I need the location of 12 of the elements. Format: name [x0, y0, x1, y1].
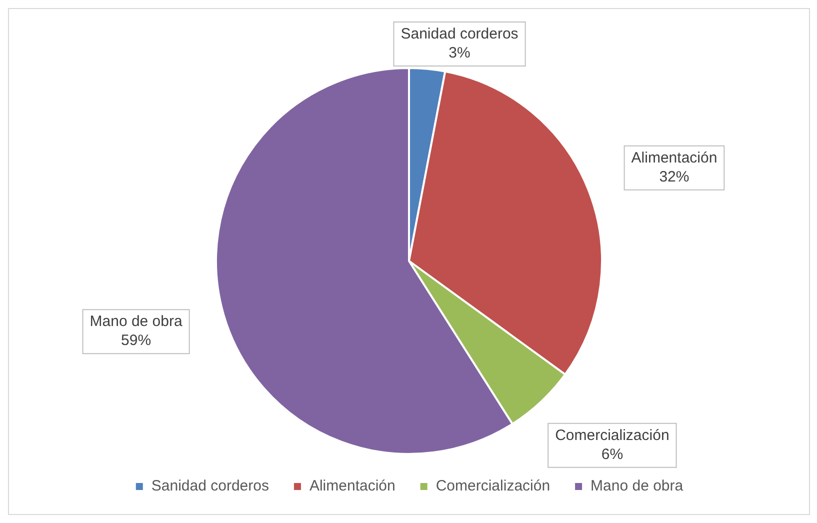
legend-label: Mano de obra: [590, 478, 684, 495]
slice-label: Mano de obra: [90, 313, 183, 330]
legend-label: Alimentación: [309, 478, 396, 495]
slice-label: Comercialización: [555, 427, 670, 444]
legend-label: Comercialización: [436, 478, 550, 495]
data-label: 59%: [121, 332, 152, 350]
slice-label: Alimentación: [631, 150, 718, 167]
legend-label: Sanidad corderos: [151, 478, 269, 495]
data-label: 6%: [601, 446, 624, 464]
data-label: 32%: [659, 168, 690, 186]
slice-label: Sanidad corderos: [400, 26, 518, 43]
data-label: 3%: [448, 44, 470, 62]
